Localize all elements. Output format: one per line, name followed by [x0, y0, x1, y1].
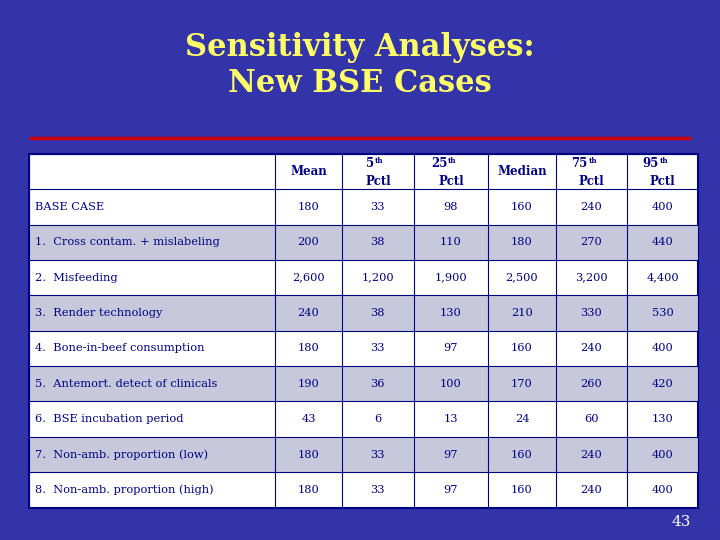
Text: th: th [660, 157, 668, 165]
Text: BASE CASE: BASE CASE [35, 202, 104, 212]
Bar [29, 437, 698, 472]
Text: 33: 33 [371, 343, 385, 354]
Text: 180: 180 [297, 202, 320, 212]
Text: 24: 24 [515, 414, 529, 424]
Text: 400: 400 [652, 202, 674, 212]
Text: Pctl: Pctl [438, 175, 464, 188]
Text: 38: 38 [371, 237, 385, 247]
Text: 400: 400 [652, 449, 674, 460]
Text: 43: 43 [672, 515, 691, 529]
Text: Median: Median [498, 165, 546, 178]
Text: 2,500: 2,500 [505, 273, 539, 283]
Text: 160: 160 [511, 449, 533, 460]
Text: 240: 240 [580, 343, 602, 354]
Text: 38: 38 [371, 308, 385, 318]
Text: 180: 180 [511, 237, 533, 247]
Text: 170: 170 [511, 379, 533, 389]
Text: 97: 97 [444, 343, 458, 354]
Text: 180: 180 [297, 485, 320, 495]
Text: 5: 5 [366, 157, 374, 170]
Text: 8.  Non-amb. proportion (high): 8. Non-amb. proportion (high) [35, 484, 213, 495]
Text: Pctl: Pctl [365, 175, 391, 188]
Text: 33: 33 [371, 449, 385, 460]
Text: 440: 440 [652, 237, 674, 247]
Text: 110: 110 [440, 237, 462, 247]
Text: 97: 97 [444, 485, 458, 495]
Text: 240: 240 [580, 485, 602, 495]
Text: th: th [375, 157, 384, 165]
Bar [29, 295, 698, 330]
Text: 33: 33 [371, 202, 385, 212]
Text: 240: 240 [297, 308, 320, 318]
Text: 95: 95 [643, 157, 659, 170]
Text: 130: 130 [440, 308, 462, 318]
Bar [29, 225, 698, 260]
Text: 190: 190 [297, 379, 320, 389]
Text: 400: 400 [652, 485, 674, 495]
Text: 4,400: 4,400 [647, 273, 679, 283]
Text: 3,200: 3,200 [575, 273, 608, 283]
Text: 200: 200 [297, 237, 320, 247]
Text: 2,600: 2,600 [292, 273, 325, 283]
Text: Mean: Mean [290, 165, 327, 178]
Text: 2.  Misfeeding: 2. Misfeeding [35, 273, 117, 283]
Text: 240: 240 [580, 449, 602, 460]
Text: th: th [448, 157, 456, 165]
Text: 160: 160 [511, 485, 533, 495]
Text: Pctl: Pctl [578, 175, 604, 188]
Text: 75: 75 [572, 157, 588, 170]
Text: 6: 6 [374, 414, 382, 424]
Text: 1,900: 1,900 [435, 273, 467, 283]
Text: 180: 180 [297, 449, 320, 460]
Text: 7.  Non-amb. proportion (low): 7. Non-amb. proportion (low) [35, 449, 207, 460]
Text: 60: 60 [584, 414, 598, 424]
Text: 100: 100 [440, 379, 462, 389]
Text: 1,200: 1,200 [361, 273, 394, 283]
Text: 160: 160 [511, 202, 533, 212]
Text: 260: 260 [580, 379, 602, 389]
Text: 130: 130 [652, 414, 674, 424]
Text: 97: 97 [444, 449, 458, 460]
Text: 160: 160 [511, 343, 533, 354]
Text: 330: 330 [580, 308, 602, 318]
Text: th: th [588, 157, 597, 165]
Text: 13: 13 [444, 414, 458, 424]
Text: 36: 36 [371, 379, 385, 389]
Text: 25: 25 [431, 157, 447, 170]
Text: Pctl: Pctl [650, 175, 675, 188]
Text: 270: 270 [580, 237, 602, 247]
Text: 240: 240 [580, 202, 602, 212]
Text: 5.  Antemort. detect of clinicals: 5. Antemort. detect of clinicals [35, 379, 217, 389]
Bar [29, 366, 698, 402]
Text: 400: 400 [652, 343, 674, 354]
Text: 4.  Bone-in-beef consumption: 4. Bone-in-beef consumption [35, 343, 204, 354]
Text: 3.  Render technology: 3. Render technology [35, 308, 162, 318]
Text: 1.  Cross contam. + mislabeling: 1. Cross contam. + mislabeling [35, 237, 220, 247]
Text: Sensitivity Analyses:
New BSE Cases: Sensitivity Analyses: New BSE Cases [185, 32, 535, 99]
Text: 33: 33 [371, 485, 385, 495]
Text: 6.  BSE incubation period: 6. BSE incubation period [35, 414, 183, 424]
Text: 210: 210 [511, 308, 533, 318]
Text: 420: 420 [652, 379, 674, 389]
Text: 98: 98 [444, 202, 458, 212]
Text: 180: 180 [297, 343, 320, 354]
Bar [29, 154, 698, 508]
Text: 43: 43 [301, 414, 316, 424]
Text: 530: 530 [652, 308, 674, 318]
